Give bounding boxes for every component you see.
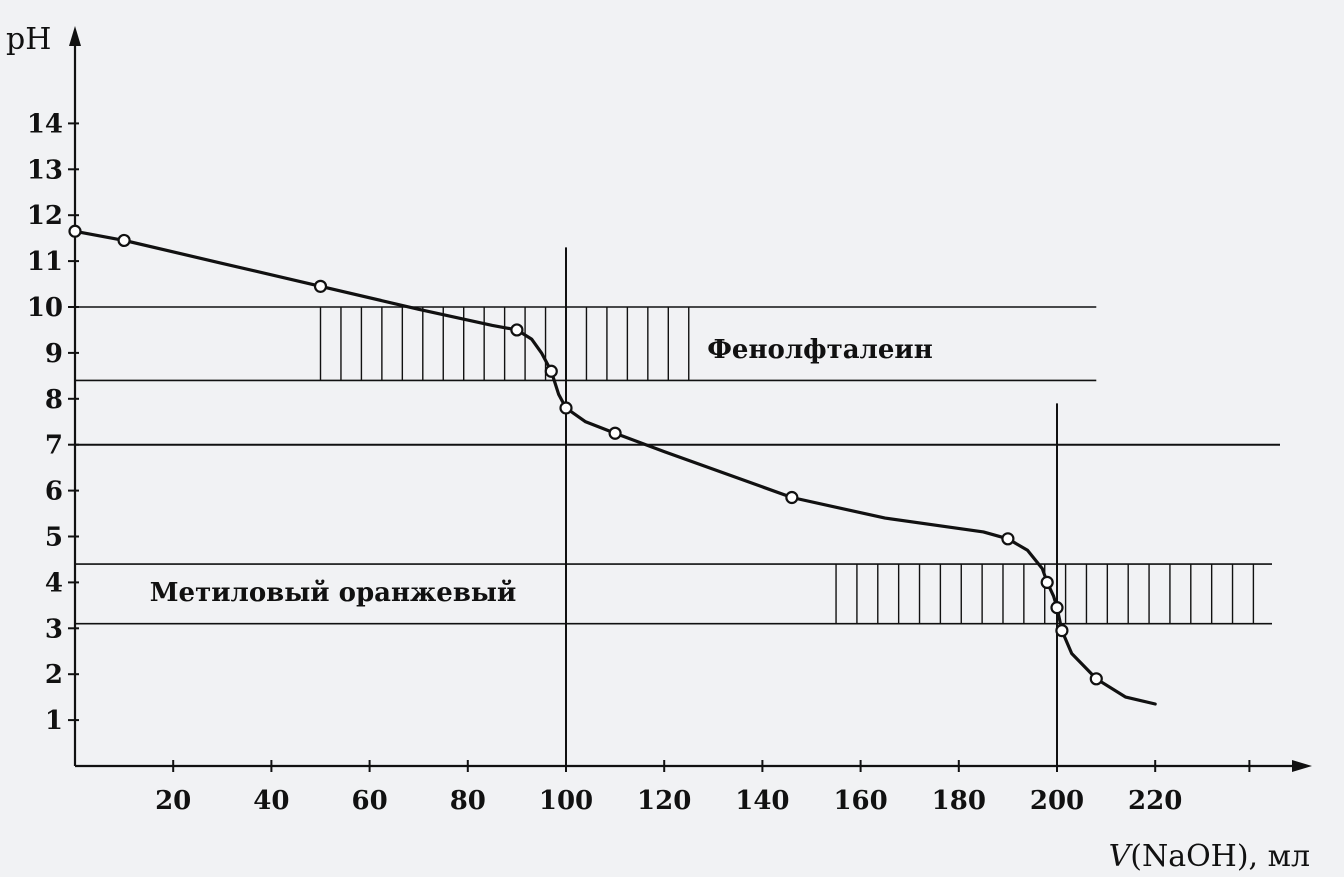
y-tick-label: 1 <box>45 706 63 736</box>
y-tick-label: 5 <box>45 523 63 553</box>
data-point <box>1040 575 1054 590</box>
data-point <box>1055 623 1069 638</box>
y-tick-label: 10 <box>27 293 63 323</box>
x-tick-label: 120 <box>637 786 691 816</box>
data-point <box>1050 601 1064 615</box>
y-tick-label: 6 <box>45 477 63 507</box>
x-tick-label: 40 <box>253 786 289 816</box>
y-axis-label: pH <box>6 22 51 57</box>
x-tick-label: 220 <box>1128 786 1182 816</box>
zone-label-0: Фенолфталеин <box>707 335 933 365</box>
data-point <box>1089 672 1103 686</box>
y-tick-label: 8 <box>45 385 63 415</box>
indicator-zones: Фенолфталеин Метиловый оранжевый <box>75 306 1272 625</box>
data-point <box>1001 532 1015 546</box>
x-tick-label: 100 <box>539 786 593 816</box>
x-axis-arrow <box>1292 760 1312 772</box>
x-axis-label-variable: V <box>1109 839 1134 874</box>
x-tick-label: 140 <box>735 786 789 816</box>
x-axis-label: V(NaOH), мл <box>1109 839 1310 874</box>
y-tick-label: 3 <box>45 614 63 644</box>
x-tick-label: 180 <box>932 786 986 816</box>
y-tick-label: 4 <box>45 568 63 598</box>
x-ticks: 20 40 60 80 100 120 140 160 180 200 220 <box>155 760 1251 816</box>
titration-curve <box>73 229 1157 706</box>
x-tick-label: 20 <box>155 786 191 816</box>
x-tick-label: 60 <box>352 786 388 816</box>
y-tick-label: 11 <box>27 247 63 277</box>
y-tick-label: 9 <box>45 339 63 369</box>
data-point <box>68 224 82 238</box>
titration-curve-line <box>73 229 1157 706</box>
zone-label-1: Метиловый оранжевый <box>150 578 516 608</box>
x-tick-label: 200 <box>1030 786 1084 816</box>
data-points <box>68 224 1103 686</box>
data-point <box>559 401 573 415</box>
data-point <box>785 490 799 505</box>
x-tick-label: 80 <box>450 786 486 816</box>
reference-lines <box>75 247 1280 766</box>
y-tick-label: 2 <box>45 660 63 690</box>
axes <box>69 26 1312 772</box>
data-point <box>608 426 622 440</box>
data-point <box>313 279 328 293</box>
y-tick-label: 14 <box>27 109 63 139</box>
y-tick-label: 13 <box>27 155 63 185</box>
y-tick-label: 12 <box>27 201 63 231</box>
data-point <box>510 323 524 337</box>
data-point <box>117 233 131 248</box>
y-axis-arrow <box>69 26 81 46</box>
data-point <box>544 364 558 378</box>
x-axis-label-unit: (NaOH), мл <box>1130 839 1310 874</box>
y-tick-label: 7 <box>45 431 63 461</box>
x-tick-label: 160 <box>833 786 887 816</box>
